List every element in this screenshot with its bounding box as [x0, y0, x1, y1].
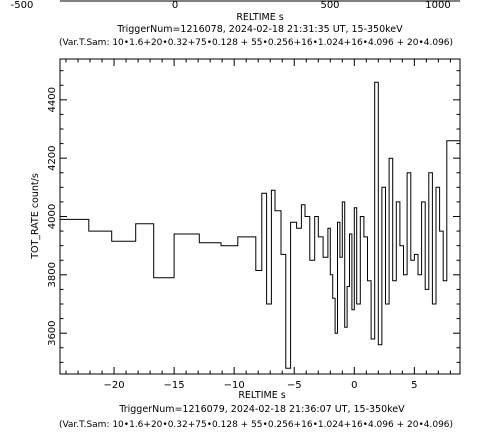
- x-tick-label: −10: [224, 380, 245, 391]
- top-strip: -500 0 500 1000 RELTIME s TriggerNum=121…: [11, 0, 460, 48]
- top-tick-label: 500: [320, 0, 339, 11]
- y-tick-label: 3600: [47, 320, 58, 345]
- top-tick-label: 1000: [425, 0, 450, 11]
- y-tick-label: 4400: [47, 87, 58, 112]
- axis-ticks: [60, 59, 460, 374]
- top-tick-label: 0: [172, 0, 178, 11]
- x-tick-label: 5: [411, 380, 417, 391]
- x-tick-label: −15: [164, 380, 185, 391]
- top-tick-label: -500: [11, 0, 34, 11]
- axis-tick-labels: −20 −15 −10 −5 0 5 3600 3800 4000 4200 4400: [47, 87, 418, 391]
- chart-subtitle: (Var.T.Sam: 10•1.6+20•0.32+75•0.128 + 55…: [59, 420, 453, 430]
- x-tick-label: 0: [351, 380, 357, 391]
- y-tick-label: 3800: [47, 262, 58, 287]
- y-tick-label: 4000: [47, 204, 58, 229]
- x-tick-label: −20: [103, 380, 124, 391]
- y-tick-label: 4200: [47, 145, 58, 170]
- x-tick-label: −5: [287, 380, 302, 391]
- y-axis-label: TOT_RATE count/s: [30, 173, 41, 260]
- top-panel-title: TriggerNum=1216078, 2024-02-18 21:31:35 …: [116, 24, 403, 35]
- top-panel-subtitle: (Var.T.Sam: 10•1.6+20•0.32+75•0.128 + 55…: [59, 38, 453, 48]
- rate-step-line: [60, 81, 460, 369]
- chart-title: TriggerNum=1216079, 2024-02-18 21:36:07 …: [118, 404, 405, 415]
- x-axis-label: RELTIME s: [238, 390, 285, 401]
- top-axis-label: RELTIME s: [236, 12, 283, 23]
